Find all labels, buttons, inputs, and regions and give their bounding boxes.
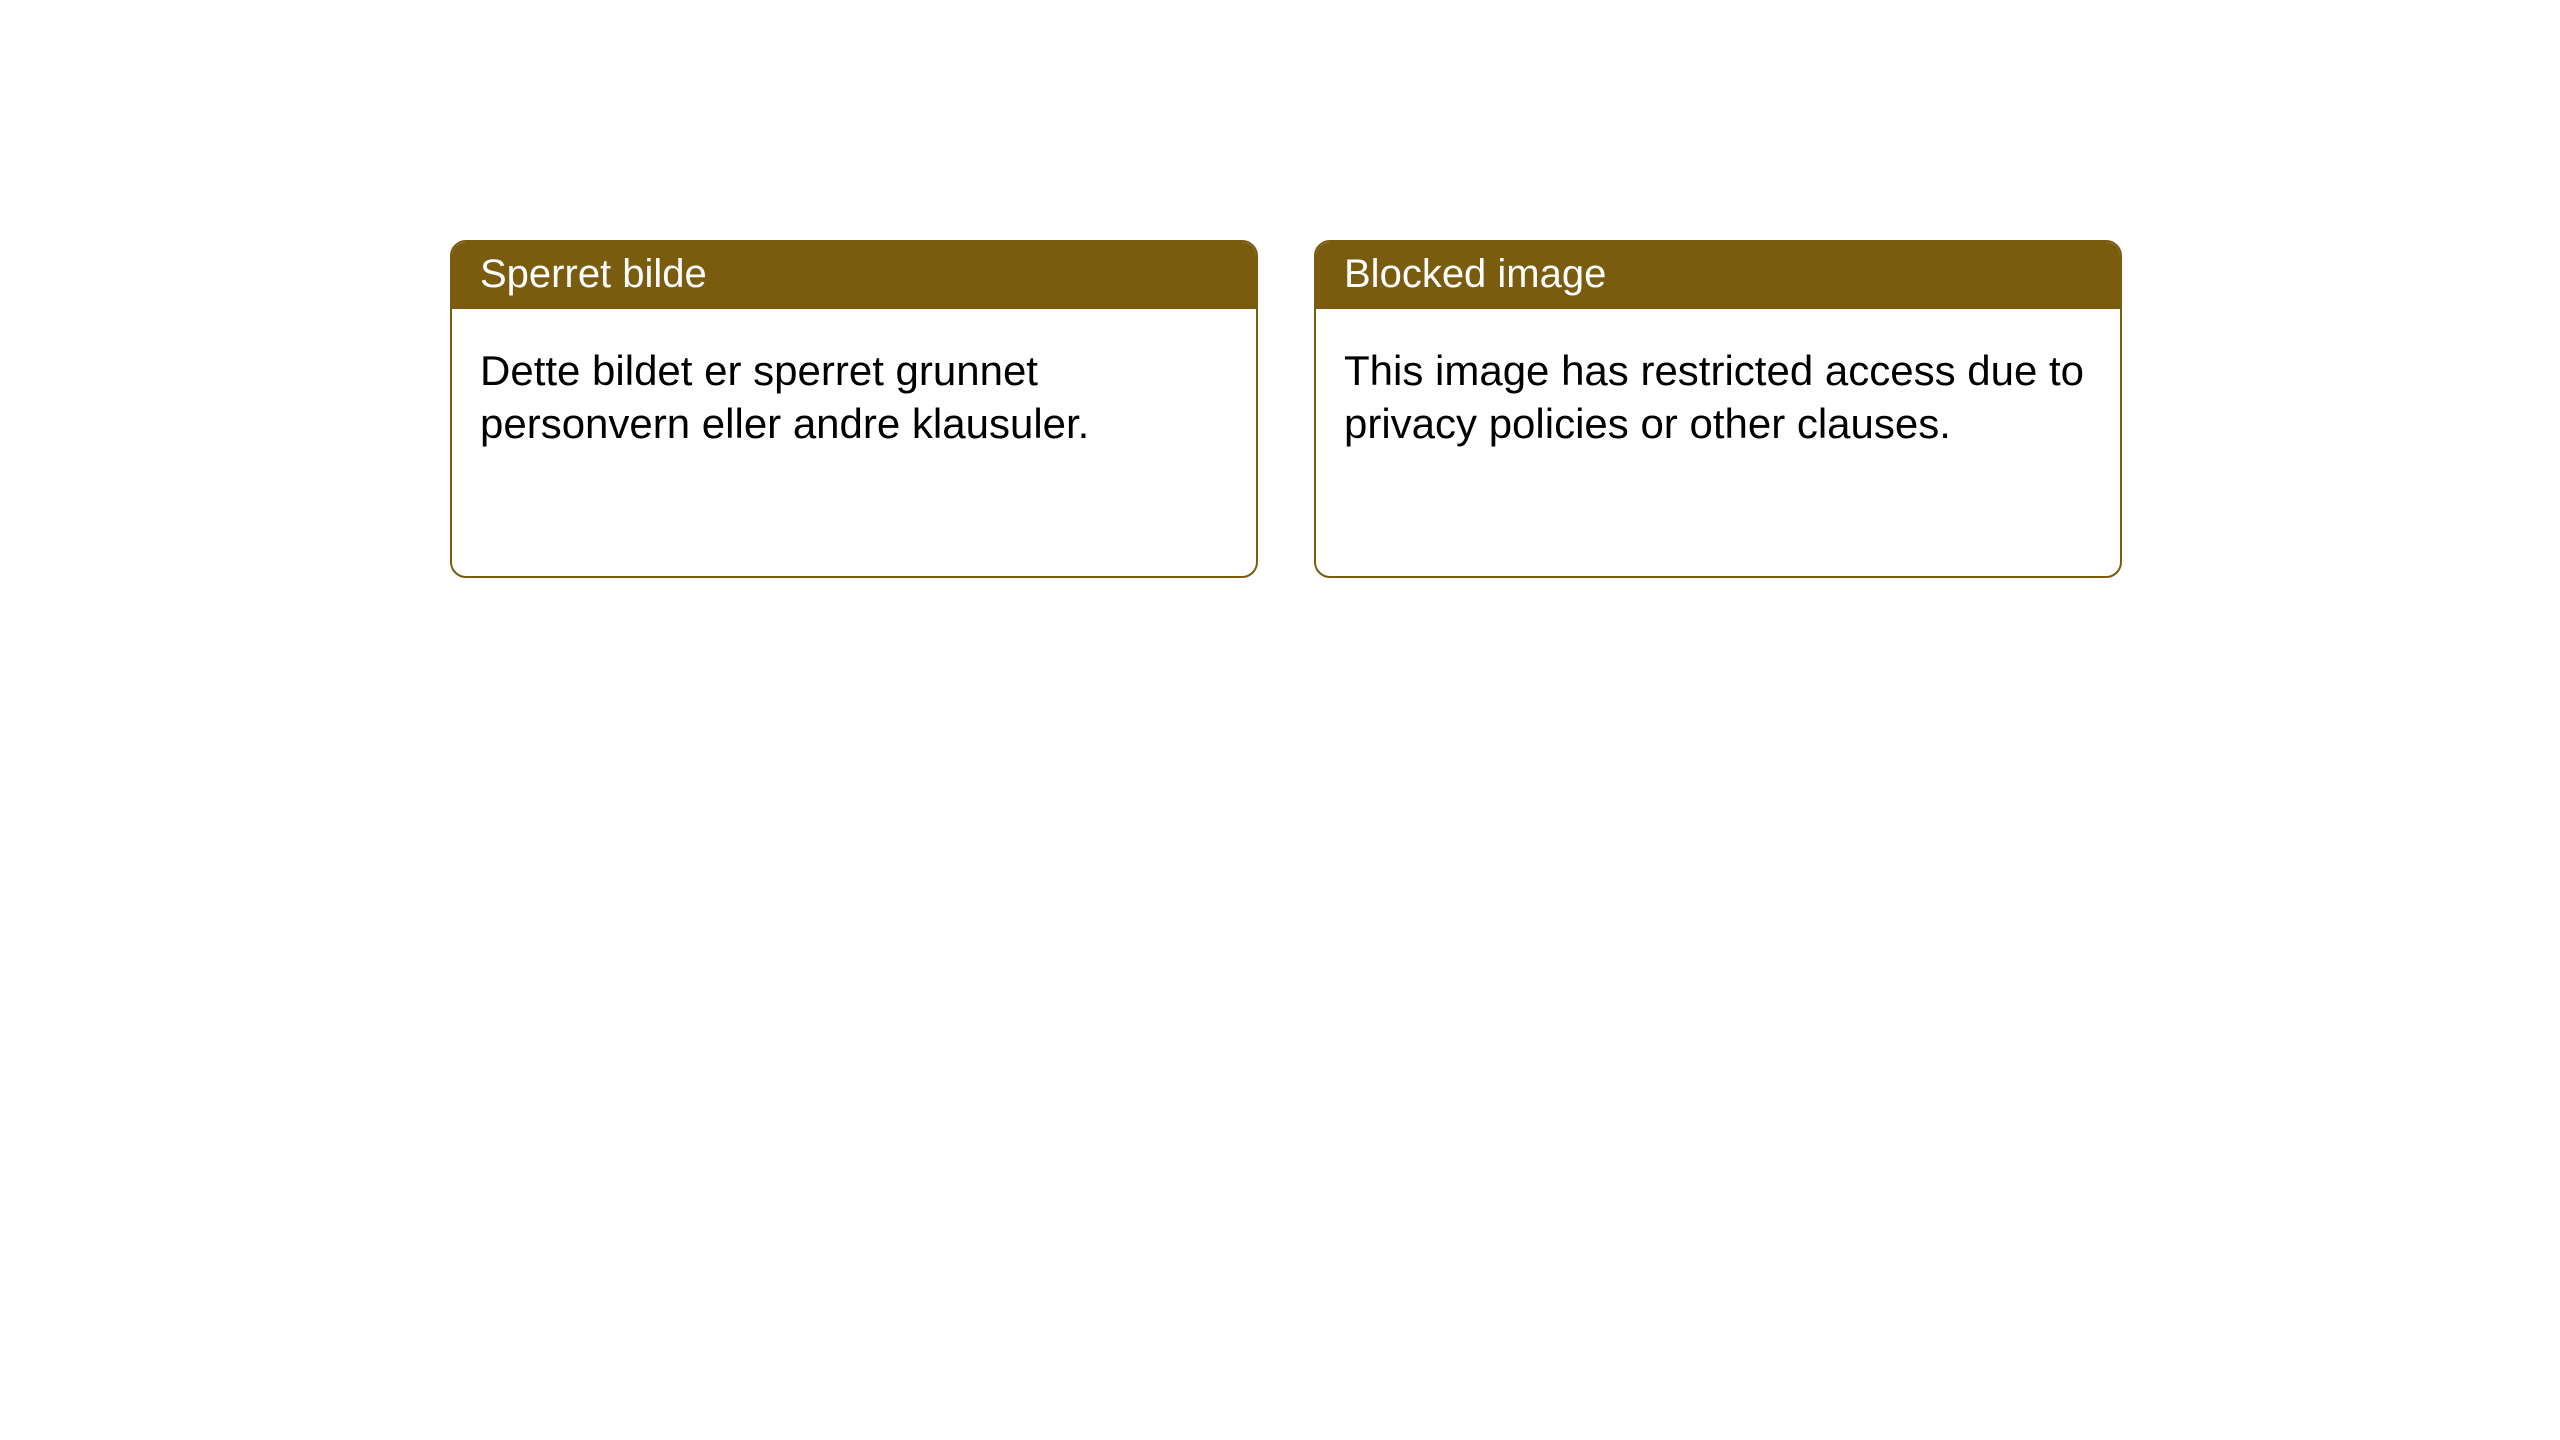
- notice-text: This image has restricted access due to …: [1344, 347, 2084, 447]
- notice-header-en: Blocked image: [1316, 242, 2120, 309]
- notice-text: Dette bildet er sperret grunnet personve…: [480, 347, 1089, 447]
- notice-header-no: Sperret bilde: [452, 242, 1256, 309]
- notice-body-no: Dette bildet er sperret grunnet personve…: [452, 309, 1256, 486]
- notice-body-en: This image has restricted access due to …: [1316, 309, 2120, 486]
- notice-title: Sperret bilde: [480, 252, 707, 296]
- notice-card-en: Blocked image This image has restricted …: [1314, 240, 2122, 578]
- notice-container: Sperret bilde Dette bildet er sperret gr…: [0, 0, 2560, 578]
- notice-card-no: Sperret bilde Dette bildet er sperret gr…: [450, 240, 1258, 578]
- notice-title: Blocked image: [1344, 252, 1606, 296]
